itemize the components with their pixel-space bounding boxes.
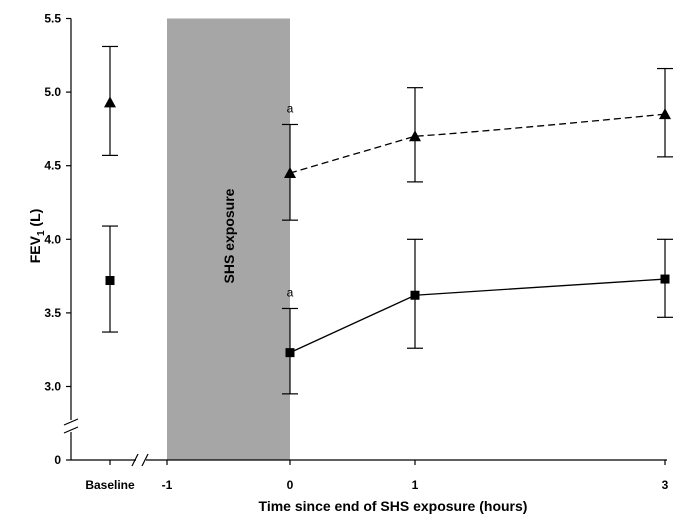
y-tick-label: 5.0 — [44, 85, 61, 99]
data-point-square — [285, 348, 295, 358]
y-tick-label: 3.5 — [44, 306, 61, 320]
data-point-triangle — [284, 167, 296, 179]
data-point-triangle — [659, 108, 671, 120]
significance-annotation: a — [287, 101, 294, 115]
data-point-square — [660, 274, 670, 284]
y-axis-title: FEV1 (L) — [27, 209, 47, 264]
x-tick-label: 1 — [412, 478, 419, 492]
x-tick-label: 3 — [662, 478, 669, 492]
significance-annotation: a — [287, 285, 294, 299]
y-tick-label: 0 — [54, 453, 61, 467]
series-triangle-line — [289, 113, 666, 174]
x-tick-label: Baseline — [85, 478, 135, 492]
x-axis-break-mark — [131, 453, 139, 467]
data-point-triangle — [409, 130, 421, 142]
y-tick-label: 5.5 — [44, 12, 61, 26]
data-point-square — [410, 290, 420, 300]
series-square-line — [289, 278, 666, 354]
y-axis-break-mark — [63, 418, 79, 426]
y-axis-break-mark — [63, 426, 79, 434]
x-tick-label: -1 — [162, 478, 173, 492]
x-axis-break-mark — [141, 453, 149, 467]
x-axis-title: Time since end of SHS exposure (hours) — [259, 498, 528, 514]
data-point-triangle — [104, 96, 116, 108]
shaded-region-label: SHS exposure — [221, 188, 237, 283]
y-tick-label: 3.0 — [44, 380, 61, 394]
data-point-square — [105, 276, 115, 286]
shaded-region — [167, 18, 290, 460]
x-tick-label: 0 — [287, 478, 294, 492]
y-tick-label: 4.5 — [44, 159, 61, 173]
y-tick-label: 4.0 — [44, 232, 61, 246]
